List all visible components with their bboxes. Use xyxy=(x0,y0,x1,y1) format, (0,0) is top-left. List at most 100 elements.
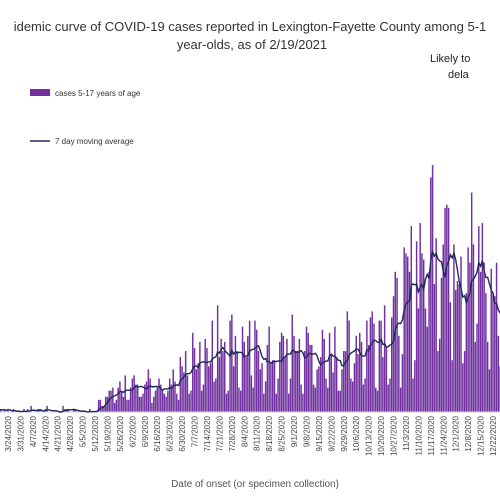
bar xyxy=(387,384,389,412)
bar xyxy=(325,378,327,412)
bar xyxy=(490,268,492,412)
bar xyxy=(133,375,135,412)
bar xyxy=(311,344,313,412)
bar xyxy=(433,284,436,412)
bar xyxy=(300,384,302,412)
bar xyxy=(216,305,219,412)
bar xyxy=(112,387,114,412)
bar xyxy=(202,384,205,412)
bar xyxy=(495,262,498,412)
bar xyxy=(144,384,146,412)
bar xyxy=(341,369,343,412)
bar xyxy=(383,305,386,412)
bar xyxy=(462,363,464,412)
x-tick-label: 9/1/2020 xyxy=(290,415,299,447)
bar xyxy=(179,357,182,412)
x-tick-label: 11/10/2020 xyxy=(414,415,423,455)
bar xyxy=(428,271,430,412)
bar xyxy=(259,369,261,412)
bar xyxy=(110,390,112,412)
bar xyxy=(382,357,384,412)
bar xyxy=(176,393,178,412)
bar xyxy=(483,262,485,412)
bar xyxy=(208,366,210,412)
bar xyxy=(195,369,198,412)
bar xyxy=(270,363,272,412)
bar xyxy=(273,360,276,412)
bar xyxy=(231,314,233,412)
x-tick-label: 4/14/2020 xyxy=(41,415,50,451)
x-tick-label: 10/6/2020 xyxy=(352,415,361,451)
bar xyxy=(129,387,132,412)
bar xyxy=(247,335,249,412)
legend-bar-swatch xyxy=(30,89,50,96)
bar xyxy=(330,354,333,412)
bar xyxy=(460,256,462,412)
x-tick-label: 10/27/2020 xyxy=(390,415,399,456)
x-tick-labels: 3/24/2020 3/31/2020 4/7/2020 4/14/2020 4/21/… xyxy=(4,415,498,456)
bar xyxy=(113,402,116,412)
bar xyxy=(359,332,361,412)
bar xyxy=(321,329,324,412)
bar xyxy=(444,207,446,412)
bar xyxy=(327,387,329,412)
bar xyxy=(293,335,295,412)
bar xyxy=(245,357,247,412)
bar xyxy=(174,381,176,412)
annotation-line2: dela xyxy=(448,69,470,81)
bar xyxy=(435,238,437,412)
bar xyxy=(197,363,199,412)
bar xyxy=(415,241,418,412)
bar xyxy=(369,317,372,412)
bar xyxy=(421,253,423,412)
bar xyxy=(163,393,166,412)
bar xyxy=(220,338,222,412)
bar xyxy=(405,253,407,412)
bar xyxy=(291,314,293,412)
bar xyxy=(200,390,203,412)
x-tick-label: 12/15/2020 xyxy=(477,415,486,456)
legend-bar-label: cases 5-17 years of age xyxy=(55,89,141,98)
bar xyxy=(454,290,457,412)
bar xyxy=(188,393,190,412)
bar xyxy=(332,372,334,412)
bar xyxy=(108,390,110,412)
bar xyxy=(307,332,309,412)
bar xyxy=(437,351,439,412)
bar xyxy=(343,351,345,412)
bar xyxy=(449,302,452,412)
bar xyxy=(353,363,356,412)
bar xyxy=(126,399,128,412)
bar xyxy=(289,378,292,412)
x-tick-label: 6/2/2020 xyxy=(128,415,137,447)
bar xyxy=(264,381,267,412)
bar xyxy=(211,320,214,412)
bar xyxy=(376,390,379,412)
bar xyxy=(286,338,288,412)
bar xyxy=(248,320,251,412)
bar xyxy=(392,296,395,412)
bar xyxy=(360,341,363,412)
bar xyxy=(161,390,164,412)
bar xyxy=(128,399,130,412)
bar xyxy=(284,357,286,412)
x-tick-label: 11/17/2020 xyxy=(427,415,436,455)
x-tick-label: 9/29/2020 xyxy=(340,415,349,451)
legend-line-label: 7 day moving average xyxy=(55,137,134,146)
bar xyxy=(277,378,279,412)
bar xyxy=(168,378,171,412)
bar xyxy=(227,390,230,412)
chart-title-line2: year-olds, as of 2/19/2021 xyxy=(177,37,327,52)
bar xyxy=(408,271,411,412)
x-tick-label: 7/7/2020 xyxy=(191,415,200,447)
bar xyxy=(192,332,194,412)
bar xyxy=(339,390,341,412)
bar xyxy=(257,351,260,412)
bar xyxy=(414,360,416,412)
bar xyxy=(430,177,432,412)
bar xyxy=(204,338,206,412)
bar xyxy=(167,390,169,412)
bar xyxy=(485,293,487,412)
bar xyxy=(410,226,413,412)
